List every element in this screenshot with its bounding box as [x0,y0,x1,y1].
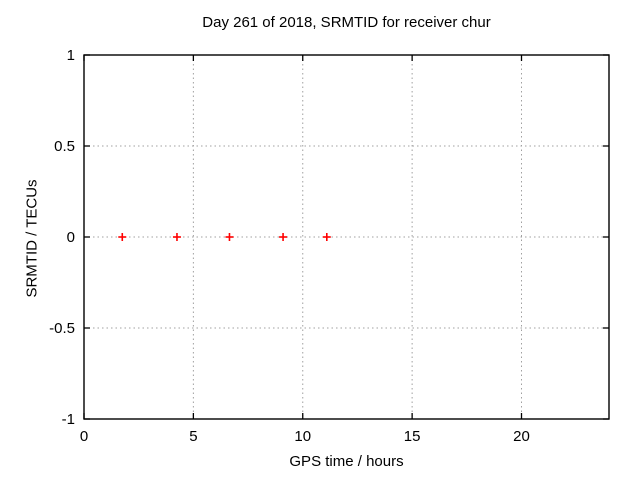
svg-text:15: 15 [404,428,421,445]
chart-title: Day 261 of 2018, SRMTID for receiver chu… [202,14,491,31]
svg-text:-1: -1 [62,411,75,428]
data-points [118,233,331,241]
svg-text:0: 0 [67,229,75,246]
svg-text:-0.5: -0.5 [49,320,75,337]
svg-text:1: 1 [67,47,75,64]
svg-text:10: 10 [294,428,311,445]
grid-lines [84,55,609,419]
tick-marks [83,54,609,420]
y-tick-labels: -1 -0.5 0 0.5 1 [49,47,75,428]
svg-text:0.5: 0.5 [54,138,75,155]
svg-text:0: 0 [80,428,88,445]
svg-text:5: 5 [189,428,197,445]
x-axis-title: GPS time / hours [289,453,404,470]
x-tick-labels: 0 5 10 15 20 [80,428,530,445]
svg-text:20: 20 [513,428,530,445]
